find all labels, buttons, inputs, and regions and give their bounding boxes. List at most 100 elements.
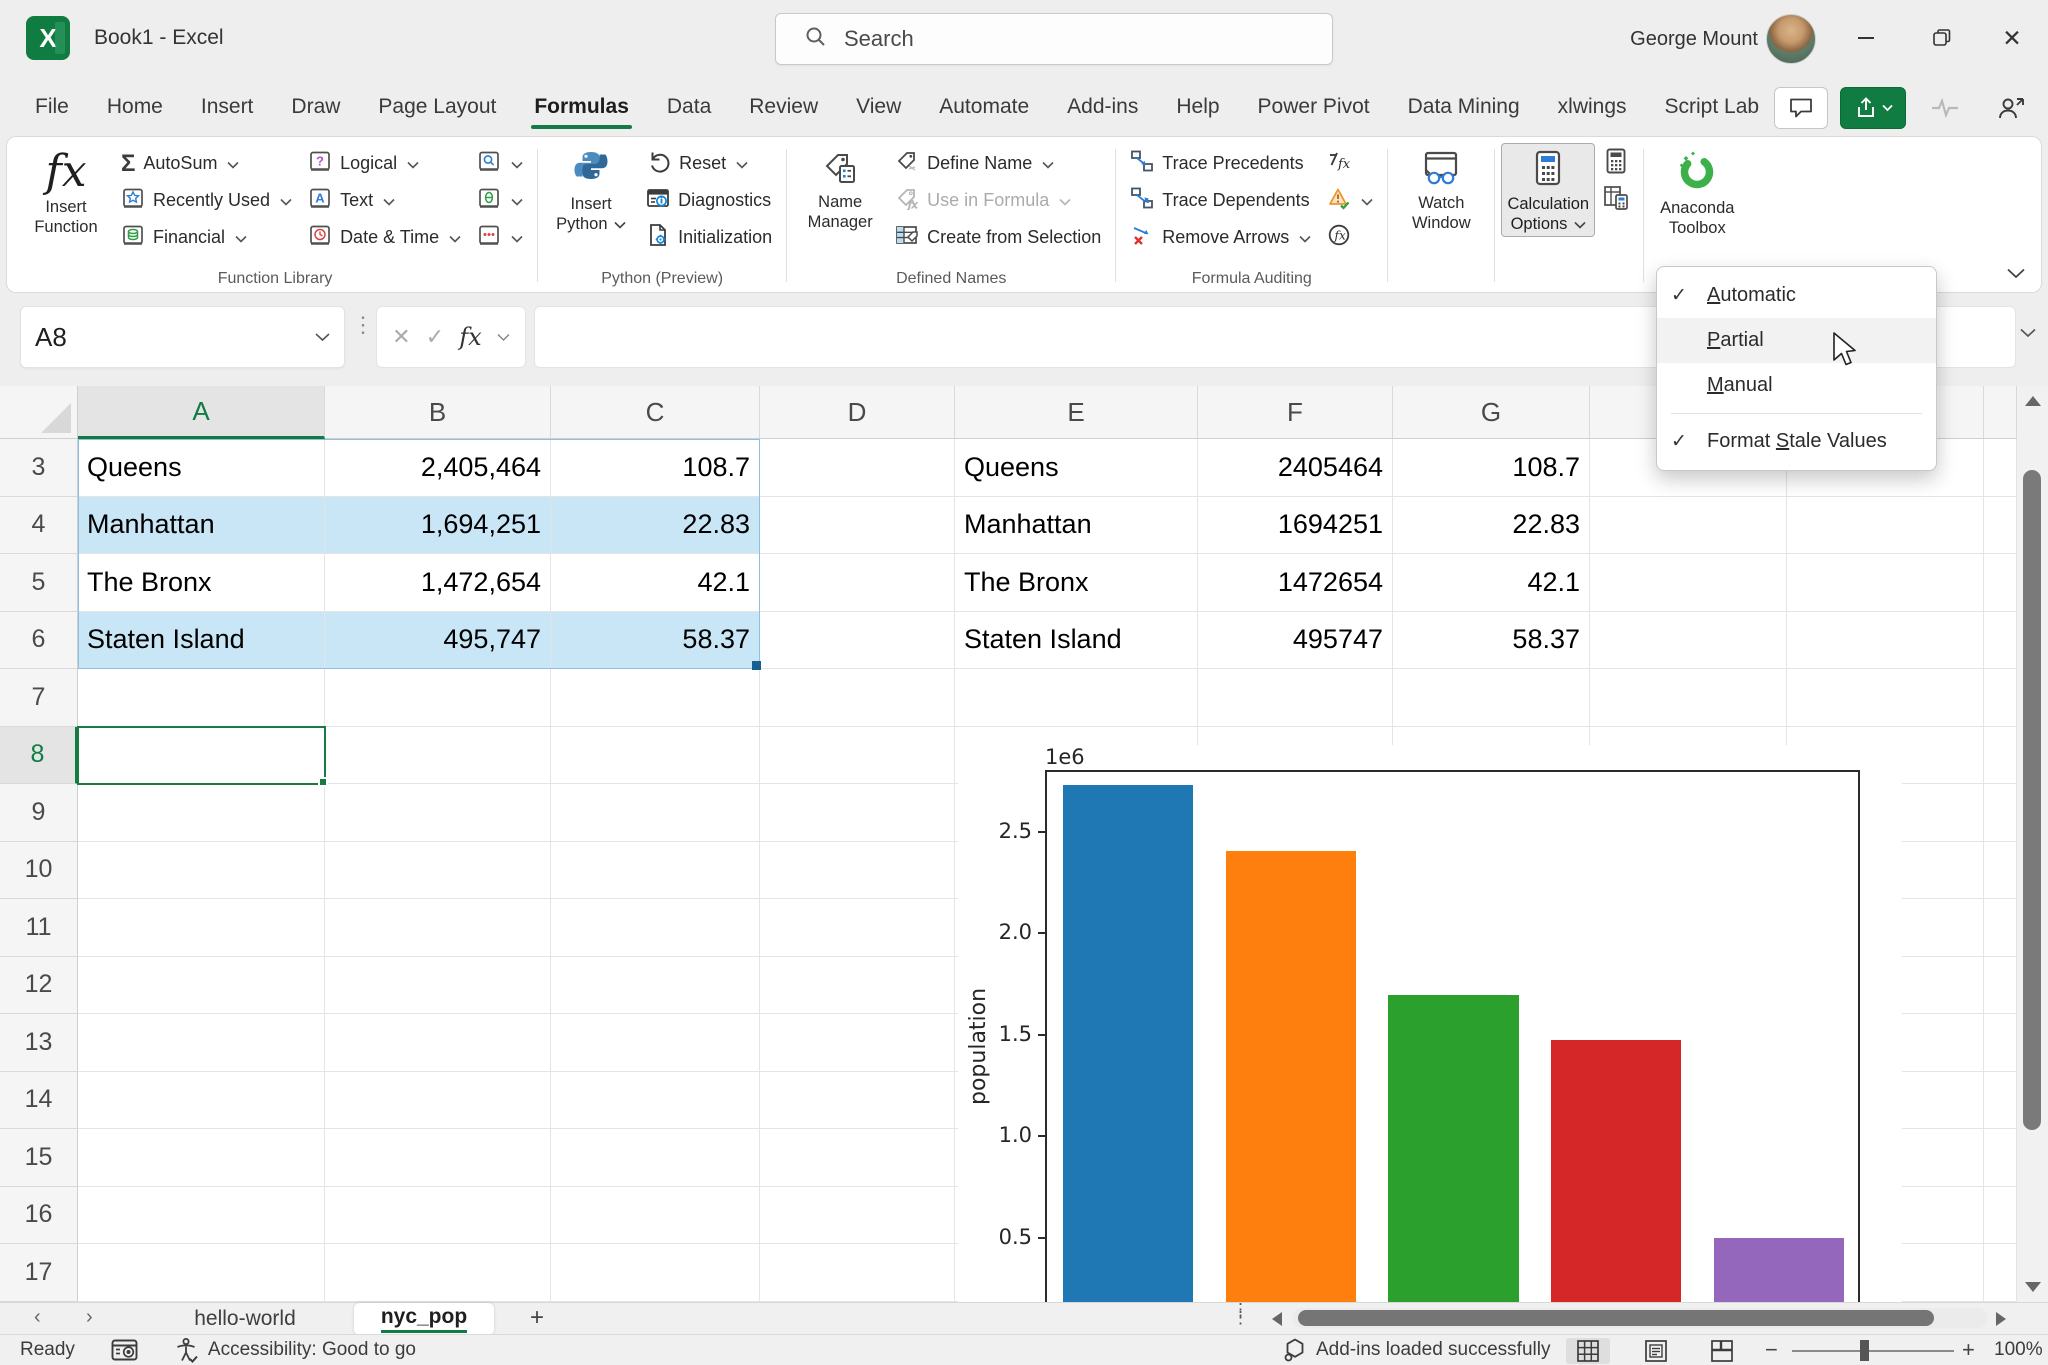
accessibility-status[interactable]: Accessibility: Good to go: [174, 1337, 416, 1363]
select-all-corner[interactable]: [0, 386, 78, 439]
cell-D9[interactable]: [760, 784, 955, 842]
ribbon-tab-power-pivot[interactable]: Power Pivot: [1239, 85, 1389, 131]
cell-D5[interactable]: [760, 554, 955, 612]
ribbon-tab-automate[interactable]: Automate: [920, 85, 1048, 131]
cell-A5[interactable]: The Bronx: [78, 554, 325, 612]
zoom-out-button[interactable]: −: [1765, 1337, 1778, 1363]
cell[interactable]: [1984, 957, 2017, 1015]
cell-C15[interactable]: [551, 1129, 760, 1187]
spreadsheet-grid[interactable]: ABCDEFG3Queens2,405,464108.7Queens240546…: [0, 386, 2017, 1302]
cell-C11[interactable]: [551, 899, 760, 957]
anaconda-toolbox-button[interactable]: AnacondaToolbox: [1650, 143, 1744, 240]
cell-A7[interactable]: [78, 669, 325, 727]
cell-C13[interactable]: [551, 1014, 760, 1072]
watch-window-button[interactable]: WatchWindow: [1394, 143, 1488, 235]
row-header-16[interactable]: 16: [0, 1187, 78, 1245]
cell-B4[interactable]: 1,694,251: [325, 497, 551, 555]
previous-sheet-icon[interactable]: ‹: [34, 1306, 41, 1329]
row-header-14[interactable]: 14: [0, 1072, 78, 1130]
cell-A10[interactable]: [78, 842, 325, 900]
horizontal-scroll-thumb[interactable]: [1298, 1310, 1934, 1326]
menu-item-format-stale-values[interactable]: ✓Format Stale Values: [1657, 419, 1936, 464]
cell-D6[interactable]: [760, 612, 955, 670]
cell-C4[interactable]: 22.83: [551, 497, 760, 555]
cell[interactable]: [1984, 439, 2017, 497]
row-header-15[interactable]: 15: [0, 1129, 78, 1187]
cell[interactable]: [1984, 554, 2017, 612]
cell[interactable]: [1787, 669, 1984, 727]
cell[interactable]: [1787, 554, 1984, 612]
cell-B9[interactable]: [325, 784, 551, 842]
ribbon-tab-script-lab[interactable]: Script Lab: [1646, 85, 1779, 131]
cell-G4[interactable]: 22.83: [1393, 497, 1590, 555]
ribbon-tab-data-mining[interactable]: Data Mining: [1389, 85, 1539, 131]
reset-button[interactable]: Reset: [638, 145, 780, 182]
insert-python-button[interactable]: InsertPython: [544, 143, 638, 236]
scroll-up-icon[interactable]: [2025, 396, 2041, 406]
cell-F4[interactable]: 1694251: [1198, 497, 1393, 555]
cell-A17[interactable]: [78, 1244, 325, 1302]
share-person-icon[interactable]: [1984, 87, 2038, 129]
minimize-button[interactable]: [1844, 18, 1888, 58]
remove-arrows-button[interactable]: Remove Arrows: [1122, 219, 1319, 256]
cell-A13[interactable]: [78, 1014, 325, 1072]
cell-G3[interactable]: 108.7: [1393, 439, 1590, 497]
share-button[interactable]: [1840, 87, 1906, 129]
cell[interactable]: [1984, 727, 2017, 785]
cell-C14[interactable]: [551, 1072, 760, 1130]
cancel-icon[interactable]: ✕: [392, 324, 410, 350]
cell-D14[interactable]: [760, 1072, 955, 1130]
scroll-left-icon[interactable]: [1272, 1312, 1282, 1326]
cell-A14[interactable]: [78, 1072, 325, 1130]
cell-F7[interactable]: [1198, 669, 1393, 727]
cell[interactable]: [1984, 784, 2017, 842]
cell-B5[interactable]: 1,472,654: [325, 554, 551, 612]
close-button[interactable]: ✕: [1990, 18, 2034, 58]
cell[interactable]: [1984, 1072, 2017, 1130]
cell-F3[interactable]: 2405464: [1198, 439, 1393, 497]
cell-C10[interactable]: [551, 842, 760, 900]
cell-C9[interactable]: [551, 784, 760, 842]
cell-D10[interactable]: [760, 842, 955, 900]
cell-B6[interactable]: 495,747: [325, 612, 551, 670]
cell-A4[interactable]: Manhattan: [78, 497, 325, 555]
cell-C3[interactable]: 108.7: [551, 439, 760, 497]
date-time-button[interactable]: Date & Time: [300, 219, 469, 256]
initialization-button[interactable]: Initialization: [638, 219, 780, 256]
column-header-c[interactable]: C: [551, 386, 760, 439]
column-header-g[interactable]: G: [1393, 386, 1590, 439]
ribbon-tab-file[interactable]: File: [16, 85, 88, 131]
cell-B7[interactable]: [325, 669, 551, 727]
trace-precedents-button[interactable]: Trace Precedents: [1122, 145, 1319, 182]
cell[interactable]: [1590, 669, 1787, 727]
cell-E3[interactable]: Queens: [955, 439, 1198, 497]
menu-item-manual[interactable]: Manual: [1657, 363, 1936, 408]
use-in-formula-button[interactable]: fxUse in Formula: [887, 182, 1109, 219]
financial-button[interactable]: Financial: [113, 219, 300, 256]
ribbon-tab-view[interactable]: View: [837, 85, 920, 131]
ribbon-tab-insert[interactable]: Insert: [182, 85, 273, 131]
cell-D8[interactable]: [760, 727, 955, 785]
cell-D4[interactable]: [760, 497, 955, 555]
cell-A9[interactable]: [78, 784, 325, 842]
sheet-tab-hello-world[interactable]: hello-world: [150, 1303, 340, 1335]
cell-A12[interactable]: [78, 957, 325, 1015]
scroll-right-icon[interactable]: [1996, 1312, 2006, 1326]
row-header-5[interactable]: 5: [0, 554, 78, 612]
cell[interactable]: [1590, 497, 1787, 555]
cell[interactable]: [1590, 554, 1787, 612]
enter-icon[interactable]: ✓: [426, 324, 444, 350]
cell-B11[interactable]: [325, 899, 551, 957]
cell-A6[interactable]: Staten Island: [78, 612, 325, 670]
zoom-level[interactable]: 100%: [1994, 1339, 2043, 1361]
ribbon-tab-page-layout[interactable]: Page Layout: [359, 85, 515, 131]
recently-used-button[interactable]: Recently Used: [113, 182, 300, 219]
cell-G6[interactable]: 58.37: [1393, 612, 1590, 670]
cell-B13[interactable]: [325, 1014, 551, 1072]
row-header-17[interactable]: 17: [0, 1244, 78, 1302]
name-manager-button[interactable]: NameManager: [793, 143, 887, 234]
math-trig-button[interactable]: [469, 182, 531, 219]
expand-formula-bar-icon[interactable]: [2020, 325, 2036, 343]
cell[interactable]: [1984, 669, 2017, 727]
scroll-down-icon[interactable]: [2025, 1282, 2041, 1292]
